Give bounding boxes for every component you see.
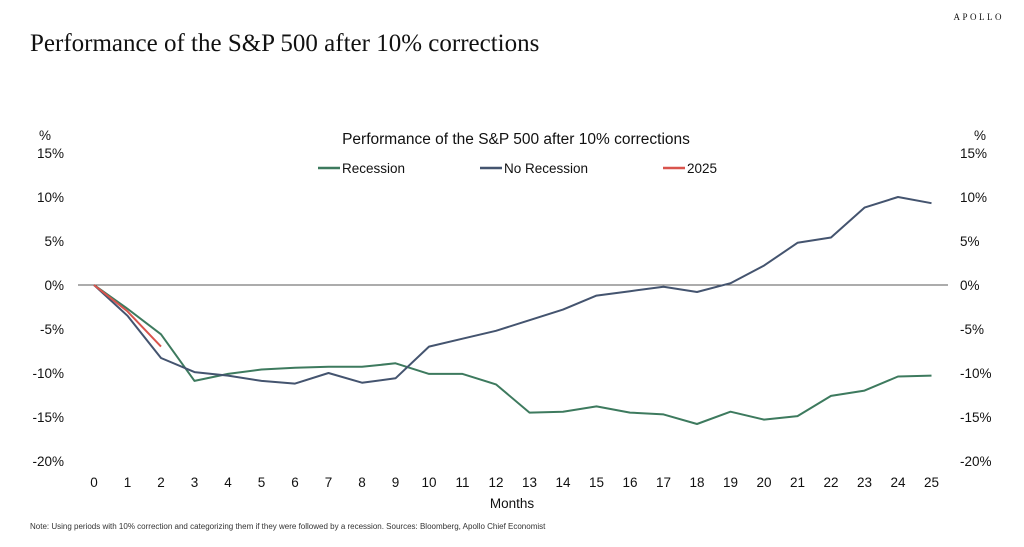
y-tick-label-right: 0% (960, 278, 980, 293)
x-tick-label: 1 (124, 475, 132, 490)
y-tick-label-right: 5% (960, 234, 980, 249)
x-tick-label: 4 (224, 475, 232, 490)
y-tick-label-left: 5% (44, 234, 64, 249)
y-tick-label-left: -20% (32, 454, 64, 469)
legend-label: 2025 (687, 161, 717, 176)
x-tick-label: 22 (823, 475, 838, 490)
x-tick-label: 14 (555, 475, 571, 490)
x-tick-label: 6 (291, 475, 299, 490)
x-tick-label: 3 (191, 475, 199, 490)
footnote: Note: Using periods with 10% correction … (30, 522, 546, 531)
x-tick-label: 9 (392, 475, 400, 490)
x-tick-label: 23 (857, 475, 872, 490)
y-tick-label-left: -5% (40, 322, 64, 337)
legend-label: Recession (342, 161, 405, 176)
x-tick-label: 15 (589, 475, 604, 490)
x-axis-label: Months (490, 496, 535, 511)
y-tick-label-right: -20% (960, 454, 992, 469)
y-tick-label-right: -15% (960, 410, 992, 425)
y-tick-label-left: 10% (37, 190, 64, 205)
legend-label: No Recession (504, 161, 588, 176)
series-line-recession (93, 284, 932, 425)
x-tick-label: 17 (656, 475, 671, 490)
y-tick-label-right: -10% (960, 366, 992, 381)
x-tick-label: 21 (790, 475, 805, 490)
x-tick-label: 0 (90, 475, 98, 490)
x-tick-label: 20 (756, 475, 771, 490)
y-tick-label-left: 0% (44, 278, 64, 293)
y-tick-label-right: 15% (960, 146, 987, 161)
chart-title: Performance of the S&P 500 after 10% cor… (342, 131, 690, 148)
y-tick-label-left: 15% (37, 146, 64, 161)
x-tick-label: 18 (689, 475, 704, 490)
y-axis-label-right: % (974, 128, 986, 143)
brand-logo: APOLLO (953, 12, 1004, 22)
series-line-no-recession (93, 196, 932, 385)
y-tick-label-left: -15% (32, 410, 64, 425)
y-tick-label-right: -5% (960, 322, 984, 337)
x-tick-label: 10 (421, 475, 436, 490)
x-tick-label: 25 (924, 475, 939, 490)
y-axis-label-left: % (39, 128, 51, 143)
x-tick-label: 2 (157, 475, 165, 490)
y-tick-label-right: 10% (960, 190, 987, 205)
series-line-2025 (93, 284, 162, 348)
x-tick-label: 13 (522, 475, 537, 490)
x-tick-label: 5 (258, 475, 266, 490)
page-title: Performance of the S&P 500 after 10% cor… (30, 30, 540, 57)
x-tick-label: 11 (455, 475, 469, 490)
x-tick-label: 8 (358, 475, 366, 490)
x-tick-label: 19 (723, 475, 738, 490)
y-tick-label-left: -10% (32, 366, 64, 381)
x-tick-label: 7 (325, 475, 333, 490)
x-tick-label: 12 (488, 475, 503, 490)
x-tick-label: 24 (890, 475, 906, 490)
x-tick-label: 16 (622, 475, 637, 490)
